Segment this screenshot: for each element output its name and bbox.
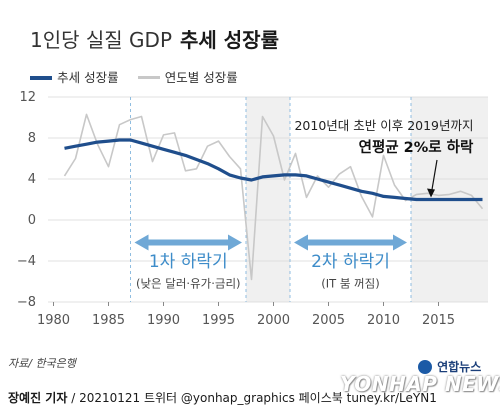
source-note: 자료/ 한국은행 bbox=[8, 357, 76, 370]
credit-line: 장예진 기자 / 20210121 트위터 @yonhap_graphics 페… bbox=[8, 389, 437, 406]
legend-label-trend: 추세 성장률 bbox=[57, 70, 119, 85]
y-tick-label: 0 bbox=[28, 213, 36, 228]
credit-reporter: 장예진 기자 bbox=[8, 391, 68, 405]
period-label-1: 2차 하락기 bbox=[311, 252, 390, 272]
period-arrow-right-0 bbox=[228, 234, 242, 251]
x-tick-label: 2015 bbox=[422, 313, 455, 328]
series-line-trend bbox=[64, 138, 483, 202]
y-tick-label: 8 bbox=[28, 131, 36, 146]
chart-title-emphasis: 추세 성장률 bbox=[180, 28, 279, 52]
y-tick-label: 12 bbox=[19, 90, 36, 105]
x-tick-label: 1980 bbox=[37, 313, 70, 328]
chart-title-prefix: 1인당 실질 GDP bbox=[30, 28, 172, 52]
yonhap-logo: 연합뉴스 bbox=[418, 356, 481, 375]
annotation-line-1: 2010년대 초반 이후 2019년까지 bbox=[294, 118, 473, 133]
annotation-line-2: 연평균 2%로 하락 bbox=[359, 138, 474, 156]
annotation-arrowhead bbox=[427, 188, 435, 198]
period-sublabel-0: (낮은 달러·유가·금리) bbox=[136, 277, 241, 291]
period-arrow-left-1 bbox=[294, 234, 308, 251]
x-tick-label: 1985 bbox=[92, 313, 125, 328]
y-tick-label: −8 bbox=[17, 295, 36, 310]
period-arrow-left-0 bbox=[134, 234, 149, 251]
legend: 추세 성장률 연도별 성장률 bbox=[30, 67, 238, 86]
y-tick-label: 4 bbox=[28, 172, 36, 187]
series-line-annual bbox=[63, 113, 484, 281]
logo-en: YONHAP NEWS bbox=[340, 372, 500, 396]
x-tick-label: 2005 bbox=[312, 313, 345, 328]
logo-kr: 연합뉴스 bbox=[437, 360, 482, 374]
period-label-0: 1차 하락기 bbox=[149, 252, 228, 272]
shaded-range-0 bbox=[246, 97, 290, 302]
legend-label-annual: 연도별 성장률 bbox=[164, 70, 238, 85]
legend-swatch-annual bbox=[137, 76, 160, 79]
legend-swatch-trend bbox=[30, 75, 52, 80]
y-tick-label: −4 bbox=[17, 254, 36, 269]
x-tick-label: 2010 bbox=[367, 313, 400, 328]
x-tick-label: 1990 bbox=[147, 313, 180, 328]
x-tick-label: 1995 bbox=[202, 313, 235, 328]
logo-globe-icon bbox=[418, 359, 432, 374]
credit-rest: / 20210121 트위터 @yonhap_graphics 페이스북 tun… bbox=[67, 391, 437, 405]
x-tick-label: 2000 bbox=[257, 313, 290, 328]
period-arrow-right-1 bbox=[393, 234, 407, 251]
period-sublabel-1: (IT 붐 꺼짐) bbox=[321, 277, 379, 291]
